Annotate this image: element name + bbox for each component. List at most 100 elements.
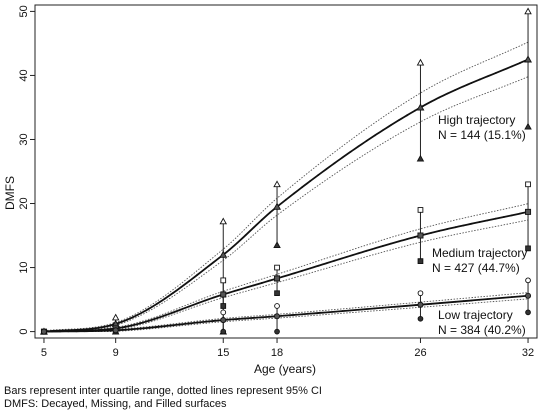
trajectory-point [511,65,513,68]
ci-lower-line [43,76,529,333]
x-tick-label: 32 [522,347,534,359]
trajectory-point [373,247,376,250]
trajectory-point [309,267,312,270]
iqr-upper-marker [525,277,531,284]
trajectory-point [341,310,344,312]
trajectory-point [268,211,271,214]
trajectory-point [341,156,344,159]
trajectory-point [438,302,441,305]
trajectory-point [349,309,352,312]
iqr-lower-marker [416,154,425,162]
trajectory-point [502,296,505,299]
trajectory-point [285,314,287,317]
trajectory-point [502,68,505,71]
trajectory-point [389,124,392,127]
trajectory-point [357,145,360,148]
trajectory-point [252,316,255,319]
ci-upper-line [43,203,529,332]
trajectory-point [486,75,489,78]
trajectory-point [406,238,408,241]
trajectory-point [75,330,78,333]
trajectory-point [519,295,521,298]
trajectory-point [454,300,457,303]
trajectory-point [325,168,328,171]
trajectory-point [430,231,433,234]
trajectory-point [462,224,465,227]
trajectory-point [107,328,110,331]
trajectory-point [430,100,433,103]
iqr-lower-marker [274,328,280,335]
mean-marker [417,232,424,239]
trajectory-point [438,96,441,99]
mean-marker [273,202,282,210]
trajectory-point [349,254,352,257]
trajectory-point [107,329,110,332]
trajectory-point [188,280,191,282]
trajectory-point [228,291,231,294]
trajectory-point [478,78,481,81]
trajectory-point [317,174,320,176]
trajectory-point [268,279,271,282]
y-tick-label: 30 [18,133,30,145]
trajectory-point [172,311,174,314]
trajectory-point [333,162,336,165]
trajectory-point [67,330,70,333]
x-tick-label: 9 [113,347,119,359]
trajectory-point [244,286,247,289]
trajectory-point [309,312,312,315]
trajectory-point [357,252,360,255]
iqr-lower-marker [417,315,424,322]
trajectory-point [212,261,215,264]
trajectory-point [325,311,328,314]
iqr-lower-marker [273,241,281,248]
x-tick-label: 5 [41,347,47,359]
y-tick-label: 50 [18,5,30,17]
trajectory-point [470,299,473,302]
mean-marker [274,313,281,320]
mean-marker [112,327,119,334]
trajectory-point [293,192,295,195]
trajectory-point [285,274,287,277]
trajectory-point [414,304,416,307]
trajectory-point [236,241,239,244]
mean-marker [220,317,227,324]
iqr-lower-marker [220,328,227,335]
trajectory-point [454,89,457,91]
trajectory-point [511,214,513,217]
series-label-name: Medium trajectory [432,246,527,260]
ci-upper-line [43,41,529,332]
trajectory-point [285,198,287,201]
y-tick-label: 40 [18,69,30,81]
trajectory-point [51,330,53,333]
iqr-upper-marker [219,217,228,225]
iqr-lower-marker [220,303,227,309]
trajectory-point [389,306,392,309]
trajectory-point [365,139,368,142]
trajectory-point [454,226,457,229]
trajectory-point [462,300,465,303]
trajectory-point [511,296,513,298]
trajectory-curves [43,58,529,333]
iqr-upper-marker [220,309,227,316]
trajectory-point [398,119,400,122]
trajectory-point [188,305,191,308]
trajectory-point [156,326,158,328]
trajectory-point [478,221,481,223]
trajectory-point [123,328,126,331]
series-label-count: N = 144 (15.1%) [438,128,526,142]
trajectory-point [301,186,304,189]
trajectory-point [414,236,416,238]
trajectory-point [164,297,166,300]
y-tick-label: 10 [18,261,30,273]
trajectory-point [260,282,263,284]
y-axis-title: DMFS [3,176,17,210]
trajectory-point [317,312,320,314]
trajectory-point [196,274,199,276]
footnote-dmfs-definition: DMFS: Decayed, Missing, and Filled surfa… [4,398,227,410]
mean-marker [525,208,532,215]
iqr-upper-marker [524,7,532,15]
trajectory-point [325,262,328,265]
trajectory-point [293,272,295,275]
